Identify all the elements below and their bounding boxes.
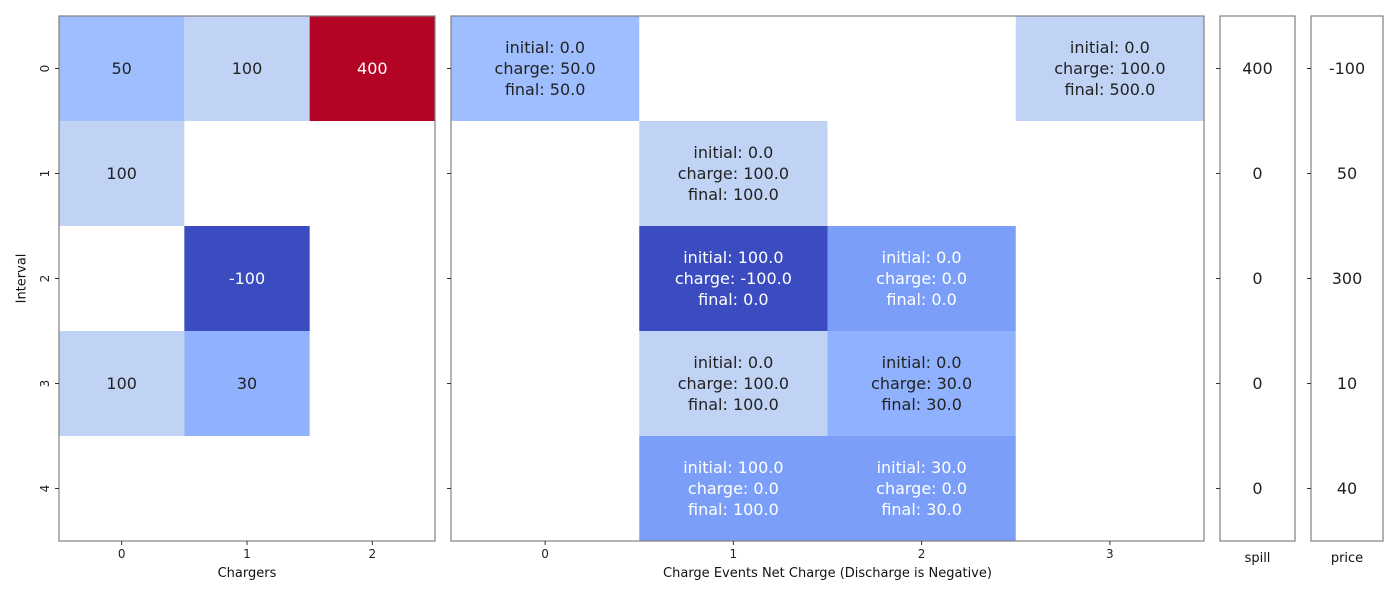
charge-events-cell-label-r2-c2-l0: initial: 0.0 — [882, 248, 962, 267]
charge-events-cell-r3-c2 — [827, 331, 1016, 436]
price-value-r0: -100 — [1329, 59, 1365, 78]
charge-events-cell-label-r3-c1-l1: charge: 100.0 — [678, 374, 789, 393]
charge-events-cell-label-r0-c3-l1: charge: 100.0 — [1054, 59, 1165, 78]
chargers-cell-r0-c2 — [309, 16, 435, 121]
charge-events-cell-label-r2-c1-l0: initial: 100.0 — [683, 248, 783, 267]
chargers-xtick-label-2: 2 — [369, 547, 377, 561]
spill-value-r1: 0 — [1252, 164, 1262, 183]
chargers-cell-r3-c1 — [184, 331, 310, 436]
charge-events-cell-label-r0-c0-l1: charge: 50.0 — [495, 59, 596, 78]
chargers-xlabel: Chargers — [218, 566, 277, 581]
charge-events-cell-r1-c1 — [639, 121, 828, 226]
charge-events-cell-label-r3-c1-l0: initial: 0.0 — [693, 353, 773, 372]
charge-events-cell-label-r2-c2-l2: final: 0.0 — [886, 290, 956, 309]
chargers-cell-r2-c1 — [184, 226, 310, 331]
spill-value-r0: 400 — [1242, 59, 1273, 78]
spill-xlabel: spill — [1245, 551, 1271, 566]
chargers-cell-r3-c0 — [59, 331, 185, 436]
chargers-cell-label-r3-c0-l0: 100 — [106, 374, 137, 393]
chargers-cell-r1-c0 — [59, 121, 185, 226]
charge-events-cell-r4-c2 — [827, 436, 1016, 541]
charge-events-cell-label-r1-c1-l1: charge: 100.0 — [678, 164, 789, 183]
chargers-cell-label-r0-c0-l0: 50 — [111, 59, 131, 78]
charge-events-cell-label-r3-c1-l2: final: 100.0 — [688, 395, 779, 414]
charge-events-cell-label-r4-c2-l1: charge: 0.0 — [876, 479, 967, 498]
ytick-label-3: 3 — [38, 380, 52, 388]
spill-value-r3: 0 — [1252, 374, 1262, 393]
charge-events-cell-label-r4-c2-l2: final: 30.0 — [881, 500, 962, 519]
chargers-cell-label-r3-c1-l0: 30 — [237, 374, 257, 393]
spill-value-r4: 0 — [1252, 479, 1262, 498]
price-xlabel: price — [1331, 551, 1363, 566]
charge-events-cell-label-r3-c2-l2: final: 30.0 — [881, 395, 962, 414]
chargers-xtick-label-1: 1 — [243, 547, 251, 561]
chargers-cell-r0-c0 — [59, 16, 185, 121]
charge-events-cell-label-r0-c0-l0: initial: 0.0 — [505, 38, 585, 57]
charge-events-xlabel: Charge Events Net Charge (Discharge is N… — [663, 566, 992, 581]
charge-events-cell-r3-c1 — [639, 331, 828, 436]
charge-events-cell-label-r3-c2-l1: charge: 30.0 — [871, 374, 972, 393]
charge-events-cell-label-r2-c1-l2: final: 0.0 — [698, 290, 768, 309]
charge-events-cell-label-r3-c2-l0: initial: 0.0 — [882, 353, 962, 372]
charge-events-cell-r2-c1 — [639, 226, 828, 331]
charge-events-cell-label-r4-c1-l1: charge: 0.0 — [688, 479, 779, 498]
ytick-label-2: 2 — [38, 275, 52, 283]
charge-events-xtick-label-3: 3 — [1106, 547, 1114, 561]
charge-events-xtick-label-0: 0 — [541, 547, 549, 561]
charge-events-cell-label-r1-c1-l2: final: 100.0 — [688, 185, 779, 204]
chargers-cell-label-r2-c1-l0: -100 — [229, 269, 265, 288]
charge-events-cell-r0-c0 — [451, 16, 640, 121]
ytick-label-4: 4 — [38, 485, 52, 493]
charge-events-cell-label-r2-c1-l1: charge: -100.0 — [675, 269, 792, 288]
charge-events-cell-label-r0-c3-l2: final: 500.0 — [1065, 80, 1156, 99]
chargers-cell-label-r0-c1-l0: 100 — [232, 59, 263, 78]
charge-events-cell-label-r4-c2-l0: initial: 30.0 — [877, 458, 967, 477]
spill-value-r2: 0 — [1252, 269, 1262, 288]
charge-events-cell-label-r0-c0-l2: final: 50.0 — [505, 80, 586, 99]
price-value-r2: 300 — [1332, 269, 1363, 288]
charge-events-cell-label-r0-c3-l0: initial: 0.0 — [1070, 38, 1150, 57]
charge-events-cell-r0-c3 — [1015, 16, 1204, 121]
chargers-cell-label-r1-c0-l0: 100 — [106, 164, 137, 183]
price-value-r1: 50 — [1337, 164, 1357, 183]
charge-events-cell-label-r2-c2-l1: charge: 0.0 — [876, 269, 967, 288]
price-value-r3: 10 — [1337, 374, 1357, 393]
charge-events-cell-r4-c1 — [639, 436, 828, 541]
chargers-xtick-label-0: 0 — [118, 547, 126, 561]
charge-events-cell-label-r1-c1-l0: initial: 0.0 — [693, 143, 773, 162]
charge-events-cell-r2-c2 — [827, 226, 1016, 331]
charge-events-cell-label-r4-c1-l2: final: 100.0 — [688, 500, 779, 519]
price-value-r4: 40 — [1337, 479, 1357, 498]
charge-events-cell-label-r4-c1-l0: initial: 100.0 — [683, 458, 783, 477]
chargers-cell-r0-c1 — [184, 16, 310, 121]
chargers-cell-label-r0-c2-l0: 400 — [357, 59, 388, 78]
ytick-label-0: 0 — [38, 65, 52, 73]
ylabel: Interval — [15, 254, 30, 304]
charge-events-xtick-label-2: 2 — [918, 547, 926, 561]
charge-events-xtick-label-1: 1 — [730, 547, 738, 561]
ytick-label-1: 1 — [38, 170, 52, 178]
